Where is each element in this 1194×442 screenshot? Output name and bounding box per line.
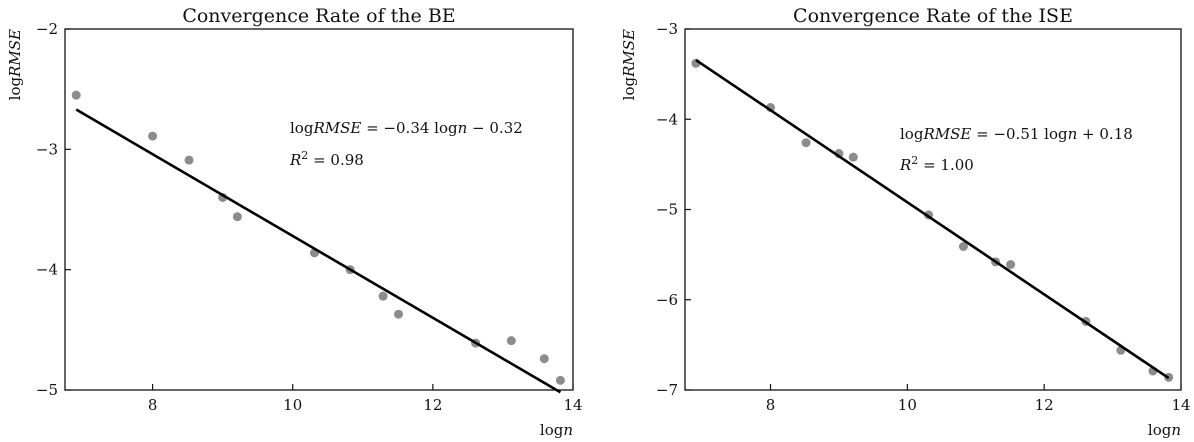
r-squared-annotation: R2 = 1.00 xyxy=(899,154,974,174)
fit-line xyxy=(75,108,562,394)
data-point xyxy=(148,131,158,141)
x-tick-label: 10 xyxy=(283,396,302,414)
data-point xyxy=(555,375,565,385)
y-tick-label: −4 xyxy=(656,110,678,128)
y-tick-label: −2 xyxy=(36,20,58,38)
data-point xyxy=(232,212,242,222)
plot-frame xyxy=(64,28,574,391)
y-tick-label: −7 xyxy=(656,381,678,399)
fit-line xyxy=(695,58,1170,380)
data-point xyxy=(539,354,549,364)
data-point xyxy=(1006,260,1016,270)
data-point xyxy=(184,155,194,165)
x-tick-label: 8 xyxy=(148,396,158,414)
fit-equation: logRMSE = −0.34 logn − 0.32 xyxy=(290,119,523,137)
r-squared-annotation: R2 = 0.98 xyxy=(289,149,364,169)
x-tick-label: 10 xyxy=(898,396,917,414)
x-axis-label: logn xyxy=(540,421,573,439)
y-axis-label: logRMSE xyxy=(6,29,24,100)
fit-equation: logRMSE = −0.51 logn + 0.18 xyxy=(900,125,1133,143)
data-point xyxy=(958,242,968,252)
y-tick-label: −5 xyxy=(656,201,678,219)
y-tick-label: −4 xyxy=(36,261,58,279)
y-tick-label: −5 xyxy=(36,381,58,399)
data-point xyxy=(848,152,858,162)
data-point xyxy=(801,138,811,148)
y-axis-label: logRMSE xyxy=(620,29,638,100)
data-point xyxy=(506,336,516,346)
y-tick-label: −3 xyxy=(36,140,58,158)
chart-title: Convergence Rate of the ISE xyxy=(793,5,1073,27)
chart-panel-2: Convergence Rate of the ISE 8 10 12 14 −7 −6 −5… xyxy=(620,5,1191,439)
y-tick-label: −6 xyxy=(656,291,678,309)
x-tick-label: 14 xyxy=(1171,396,1190,414)
x-axis-label: logn xyxy=(1148,421,1181,439)
data-point xyxy=(378,291,388,301)
chart-title: Convergence Rate of the BE xyxy=(182,5,455,27)
chart-panel-1: Convergence Rate of the BE 8 10 12 14 −5 −4 −3 −… xyxy=(6,5,583,439)
x-tick-label: 14 xyxy=(563,396,582,414)
x-tick-label: 12 xyxy=(423,396,442,414)
y-tick-label: −3 xyxy=(656,20,678,38)
data-point xyxy=(394,309,404,319)
x-tick-label: 12 xyxy=(1035,396,1054,414)
data-point xyxy=(71,90,81,100)
x-tick-label: 8 xyxy=(766,396,776,414)
